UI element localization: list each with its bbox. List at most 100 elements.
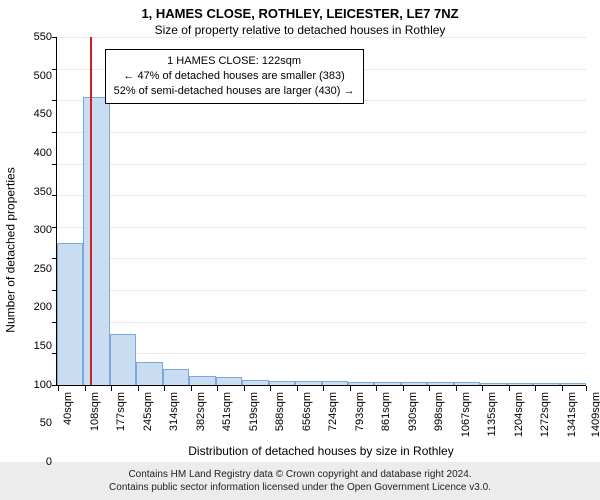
histogram-bar xyxy=(348,382,374,385)
x-tick-label: 1341sqm xyxy=(566,392,578,437)
x-tick-mark xyxy=(58,386,59,391)
y-tick-label: 300 xyxy=(34,224,52,236)
histogram-bar xyxy=(507,383,533,385)
y-tick-mark xyxy=(52,37,57,38)
y-tick-mark xyxy=(52,69,57,70)
histogram-bar xyxy=(189,376,215,385)
x-tick-mark xyxy=(191,386,192,391)
x-tick-label: 108sqm xyxy=(89,392,101,431)
x-tick-label: 382sqm xyxy=(195,392,207,431)
y-tick-label: 350 xyxy=(34,186,52,198)
x-tick-label: 793sqm xyxy=(354,392,366,431)
subject-marker-line xyxy=(90,37,92,385)
y-tick-label: 150 xyxy=(34,340,52,352)
x-tick-mark xyxy=(562,386,563,391)
y-axis-label-column: Number of detached properties xyxy=(0,37,22,462)
x-tick-mark xyxy=(111,386,112,391)
footer-line2: Contains public sector information licen… xyxy=(4,481,596,494)
x-tick-label: 1272sqm xyxy=(539,392,551,437)
histogram-bar xyxy=(136,362,162,385)
x-tick-label: 1067sqm xyxy=(460,392,472,437)
histogram-bar xyxy=(110,334,136,385)
x-axis-ticks: 40sqm 108sqm 177sqm 245sqm 314sqm 382sqm 451sq… xyxy=(56,386,586,442)
x-tick-mark xyxy=(586,386,587,391)
title-primary: 1, HAMES CLOSE, ROTHLEY, LEICESTER, LE7 … xyxy=(0,6,600,21)
histogram-bar xyxy=(427,382,453,385)
y-tick-mark xyxy=(52,195,57,196)
y-tick-label: 450 xyxy=(34,108,52,120)
y-tick-label: 50 xyxy=(40,417,52,429)
x-tick-mark xyxy=(138,386,139,391)
x-tick-label: 1204sqm xyxy=(513,392,525,437)
x-tick-label: 998sqm xyxy=(433,392,445,431)
chart-container: 1, HAMES CLOSE, ROTHLEY, LEICESTER, LE7 … xyxy=(0,0,600,500)
x-tick-label: 1135sqm xyxy=(486,392,498,436)
histogram-bar xyxy=(401,382,427,385)
histogram-bar xyxy=(295,381,321,385)
y-tick-label: 250 xyxy=(34,263,52,275)
histogram-bar xyxy=(242,380,268,385)
histogram-bar xyxy=(216,377,242,385)
plot-row: Number of detached properties 0501001502… xyxy=(0,37,600,462)
y-tick-label: 550 xyxy=(34,31,52,43)
histogram-bar xyxy=(454,382,480,385)
x-tick-label: 930sqm xyxy=(407,392,419,431)
histogram-bar xyxy=(269,381,295,385)
title-block: 1, HAMES CLOSE, ROTHLEY, LEICESTER, LE7 … xyxy=(0,0,600,37)
annotation-box: 1 HAMES CLOSE: 122sqm ← 47% of detached … xyxy=(105,49,364,104)
y-tick-mark xyxy=(52,100,57,101)
x-tick-mark xyxy=(535,386,536,391)
x-tick-label: 1409sqm xyxy=(590,392,600,437)
histogram-bar xyxy=(57,243,83,385)
x-tick-label: 861sqm xyxy=(380,392,392,431)
y-tick-label: 0 xyxy=(46,456,52,468)
x-tick-mark xyxy=(350,386,351,391)
footer-attribution: Contains HM Land Registry data © Crown c… xyxy=(0,462,600,500)
x-tick-mark xyxy=(482,386,483,391)
y-tick-mark xyxy=(52,258,57,259)
x-tick-label: 177sqm xyxy=(115,392,127,431)
histogram-bar xyxy=(322,381,348,385)
y-tick-mark xyxy=(52,290,57,291)
x-tick-mark xyxy=(456,386,457,391)
x-tick-label: 451sqm xyxy=(221,392,233,431)
x-tick-label: 245sqm xyxy=(142,392,154,431)
y-tick-mark xyxy=(52,164,57,165)
y-tick-label: 500 xyxy=(34,70,52,82)
histogram-bar xyxy=(83,97,109,385)
annotation-line2: ← 47% of detached houses are smaller (38… xyxy=(114,69,355,84)
y-tick-label: 400 xyxy=(34,147,52,159)
x-tick-mark xyxy=(217,386,218,391)
histogram-bar xyxy=(374,382,400,385)
plot-area: 1 HAMES CLOSE: 122sqm ← 47% of detached … xyxy=(56,37,586,386)
title-secondary: Size of property relative to detached ho… xyxy=(0,23,600,37)
x-tick-label: 588sqm xyxy=(274,392,286,431)
x-tick-label: 40sqm xyxy=(62,392,74,425)
x-tick-mark xyxy=(509,386,510,391)
histogram-bar xyxy=(560,383,586,385)
x-tick-mark xyxy=(403,386,404,391)
chart-column: 1 HAMES CLOSE: 122sqm ← 47% of detached … xyxy=(56,37,586,462)
y-tick-mark xyxy=(52,132,57,133)
x-tick-mark xyxy=(323,386,324,391)
histogram-bar xyxy=(480,383,506,385)
y-axis-label: Number of detached properties xyxy=(4,167,18,332)
x-tick-label: 519sqm xyxy=(248,392,260,431)
histogram-bar xyxy=(533,383,559,385)
y-tick-label: 200 xyxy=(34,301,52,313)
x-tick-label: 314sqm xyxy=(168,392,180,431)
y-tick-mark xyxy=(52,322,57,323)
x-tick-mark xyxy=(429,386,430,391)
x-tick-mark xyxy=(297,386,298,391)
x-tick-label: 656sqm xyxy=(301,392,313,431)
y-tick-mark xyxy=(52,227,57,228)
y-tick-mark xyxy=(52,353,57,354)
footer-line1: Contains HM Land Registry data © Crown c… xyxy=(4,468,596,481)
x-tick-mark xyxy=(85,386,86,391)
x-tick-label: 724sqm xyxy=(327,392,339,431)
x-tick-mark xyxy=(164,386,165,391)
x-tick-mark xyxy=(376,386,377,391)
histogram-bar xyxy=(163,369,189,385)
annotation-line3: 52% of semi-detached houses are larger (… xyxy=(114,84,355,99)
x-tick-mark xyxy=(270,386,271,391)
